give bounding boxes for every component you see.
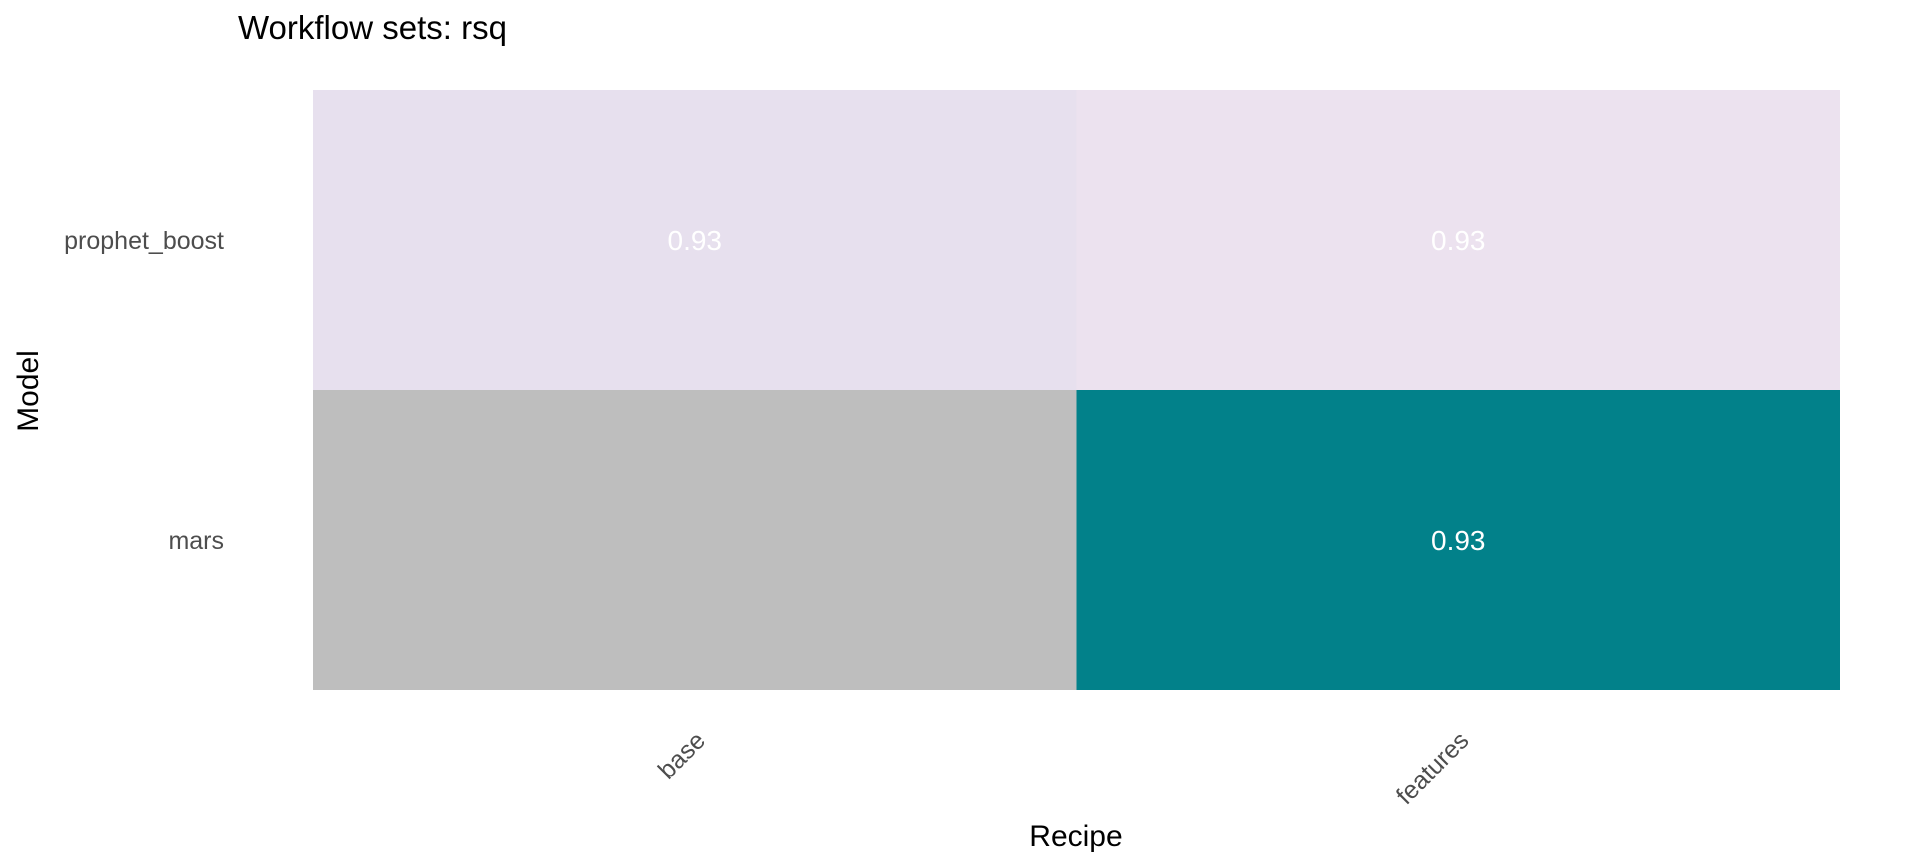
heatmap-cell-mars-features xyxy=(1076,390,1840,690)
heatmap-cells xyxy=(313,90,1840,690)
cell-value-label: 0.93 xyxy=(1431,525,1486,556)
y-tick-label: mars xyxy=(168,527,224,555)
cell-value-label: 0.93 xyxy=(668,225,723,256)
heatmap-cell-mars-base xyxy=(313,390,1077,690)
y-tick-label: prophet_boost xyxy=(64,227,224,255)
heatmap-cell-labels: 0.93 0.93 0.93 xyxy=(668,225,1486,556)
y-axis-title: Model xyxy=(12,350,45,432)
heatmap-cell-prophet_boost-features xyxy=(1076,90,1840,390)
cell-value-label: 0.93 xyxy=(1431,225,1486,256)
x-axis-title: Recipe xyxy=(1029,820,1122,853)
x-tick-label: features xyxy=(1391,726,1475,810)
chart-title: Workflow sets: rsq xyxy=(238,9,507,46)
x-axis-ticks: base features xyxy=(653,726,1475,810)
x-tick-label: base xyxy=(653,726,711,784)
heatmap-cell-prophet_boost-base xyxy=(313,90,1077,390)
